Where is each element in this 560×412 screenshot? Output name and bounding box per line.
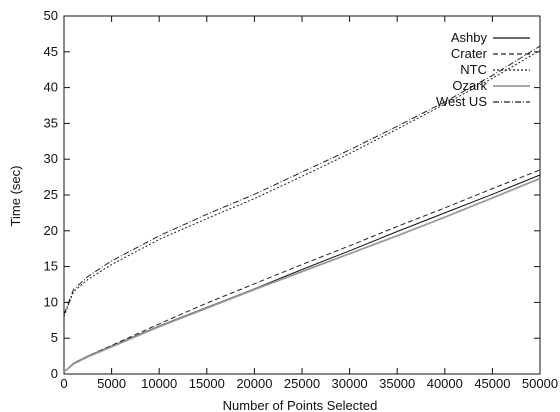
x-tick-label: 10000 [141, 376, 177, 391]
series-line-ashby [63, 174, 541, 373]
x-tick-label: 35000 [379, 376, 415, 391]
y-tick-label: 40 [44, 80, 58, 95]
legend-label-crater: Crater [451, 46, 488, 61]
x-tick-label: 0 [60, 376, 67, 391]
x-tick-label: 5000 [97, 376, 126, 391]
x-tick-label: 30000 [332, 376, 368, 391]
x-tick-label: 40000 [427, 376, 463, 391]
y-axis-title: Time (sec) [8, 166, 23, 227]
y-tick-label: 15 [44, 259, 58, 274]
legend-label-ozark: Ozark [452, 78, 487, 93]
x-tick-label: 20000 [236, 376, 272, 391]
y-tick-label: 35 [44, 115, 58, 130]
x-axis-title: Number of Points Selected [223, 398, 378, 412]
y-tick-label: 50 [44, 8, 58, 23]
legend-label-ashby: Ashby [451, 30, 488, 45]
y-tick-label: 5 [51, 330, 58, 345]
x-tick-label: 15000 [189, 376, 225, 391]
y-tick-label: 20 [44, 223, 58, 238]
y-tick-label: 25 [44, 187, 58, 202]
axis-ticks: 0 5000 10000 15000 20000 25000 30000 35000 40000… [44, 8, 559, 391]
y-tick-label: 30 [44, 151, 58, 166]
series-line-ntc [63, 49, 541, 317]
legend-label-west-us: West US [436, 94, 487, 109]
y-tick-label: 10 [44, 294, 58, 309]
y-tick-label: 45 [44, 44, 58, 59]
series-layer [63, 45, 541, 373]
x-tick-label: 50000 [522, 376, 558, 391]
series-line-west-us [63, 45, 541, 315]
legend-label-ntc: NTC [460, 62, 487, 77]
x-tick-label: 25000 [284, 376, 320, 391]
series-line-ozark [63, 177, 541, 373]
x-tick-label: 45000 [474, 376, 510, 391]
y-tick-label: 0 [51, 366, 58, 381]
